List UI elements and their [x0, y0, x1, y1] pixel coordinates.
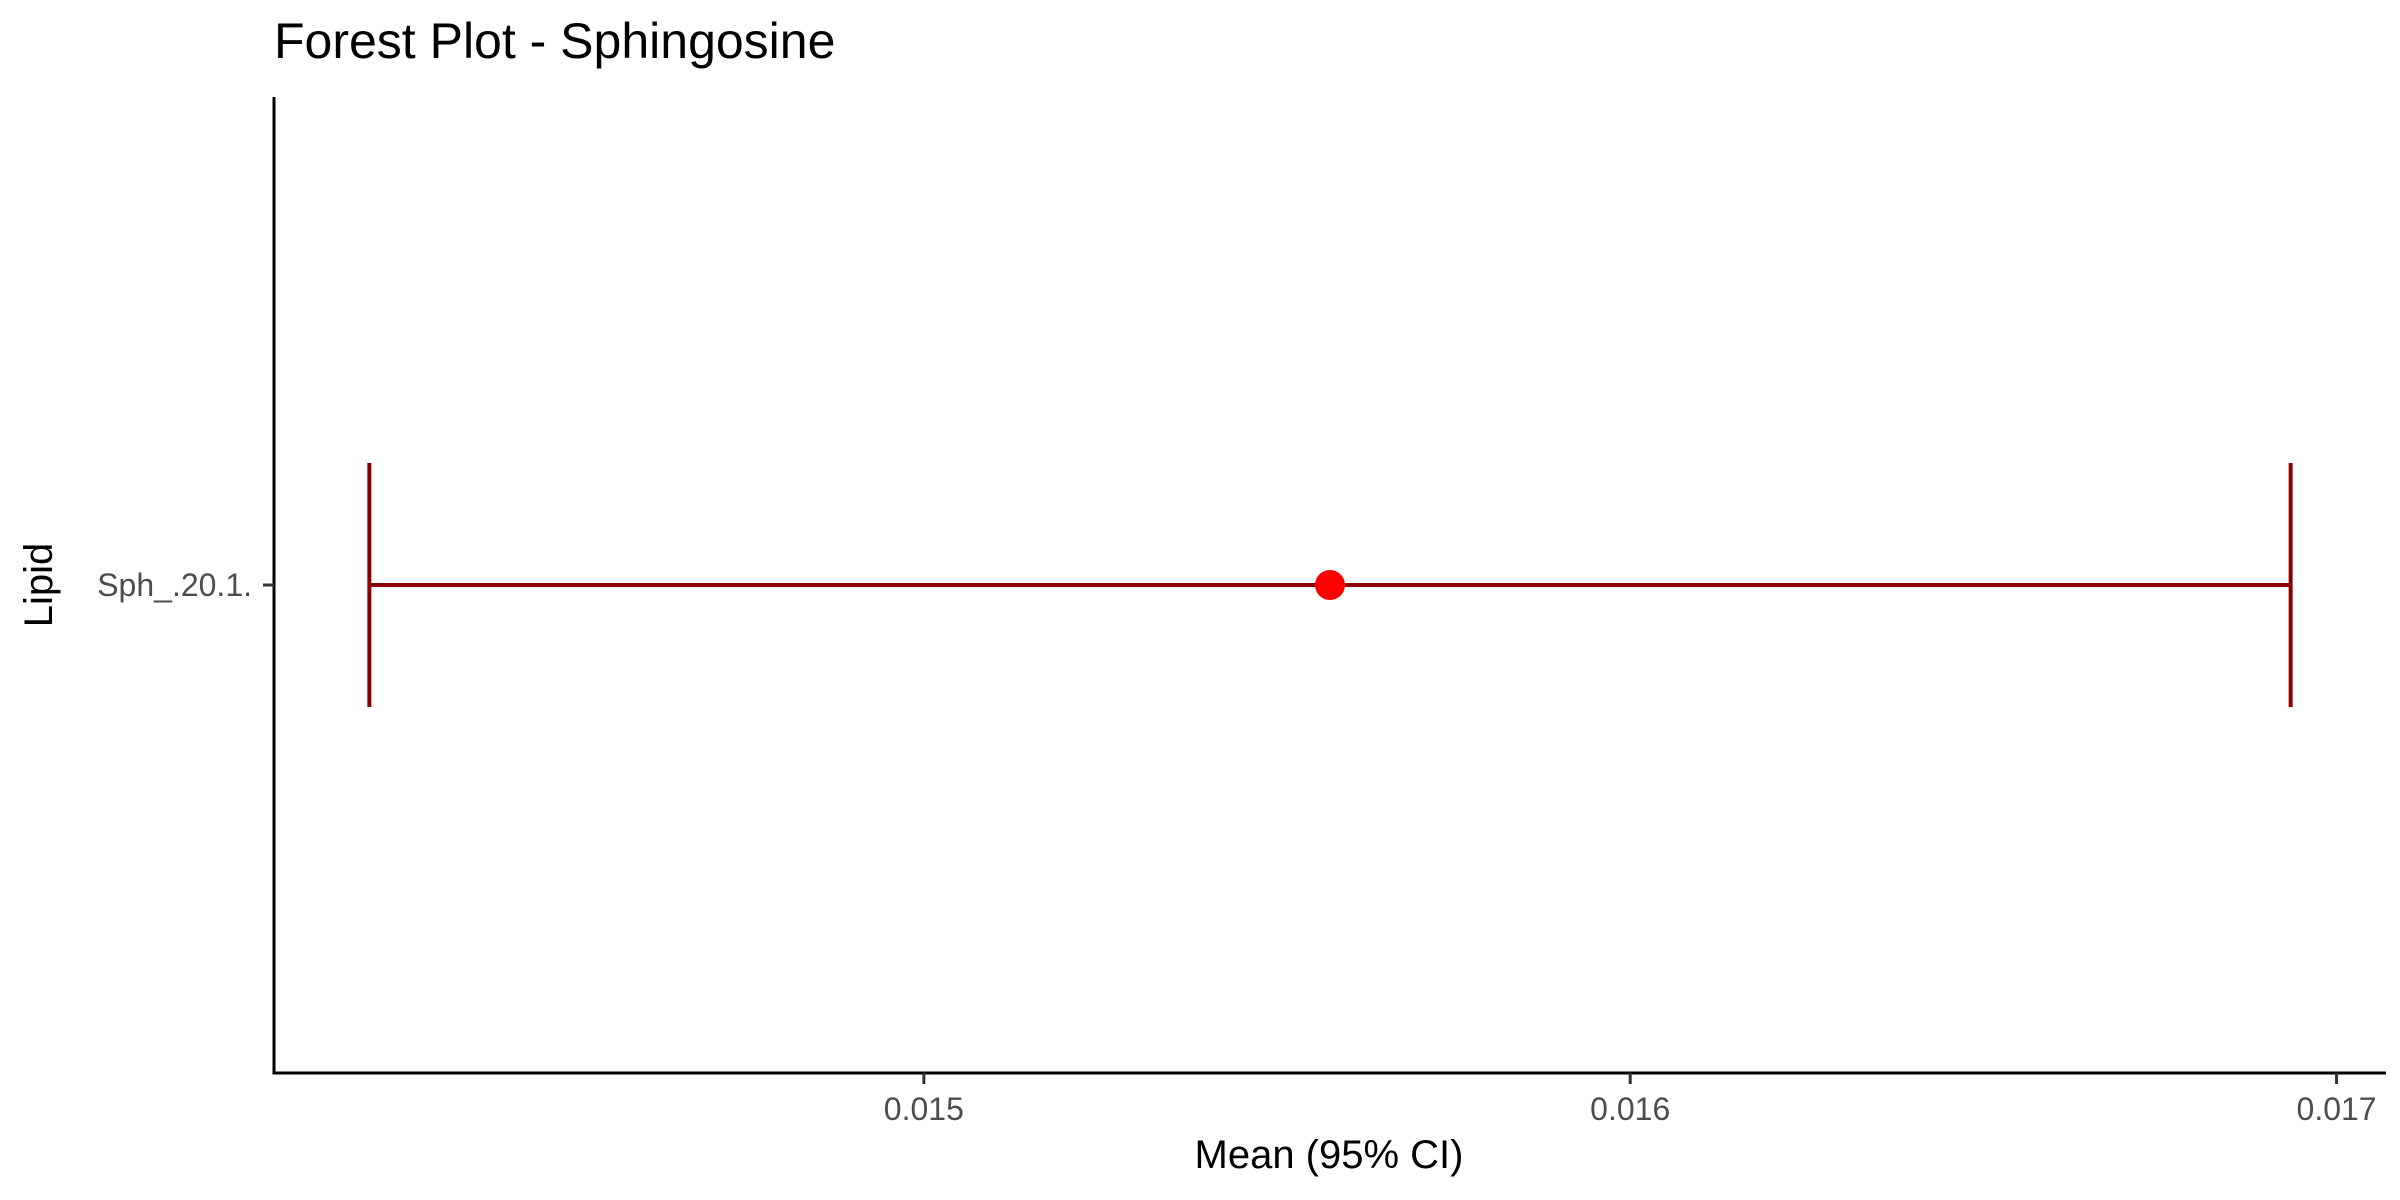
y-tick-label: Sph_.20.1. — [97, 567, 252, 603]
x-tick-label: 0.016 — [1590, 1091, 1670, 1127]
x-axis-title: Mean (95% CI) — [1195, 1133, 1464, 1177]
x-tick-label: 0.017 — [2297, 1091, 2377, 1127]
chart-title: Forest Plot - Sphingosine — [274, 13, 835, 69]
mean-point — [1315, 570, 1345, 600]
plot-marks — [367, 463, 2293, 707]
x-tick-label: 0.015 — [884, 1091, 964, 1127]
y-axis-title: Lipid — [17, 543, 61, 628]
x-axis-ticks: 0.015 0.016 0.017 — [884, 1073, 2377, 1127]
y-axis-ticks: Sph_.20.1. — [97, 567, 274, 603]
